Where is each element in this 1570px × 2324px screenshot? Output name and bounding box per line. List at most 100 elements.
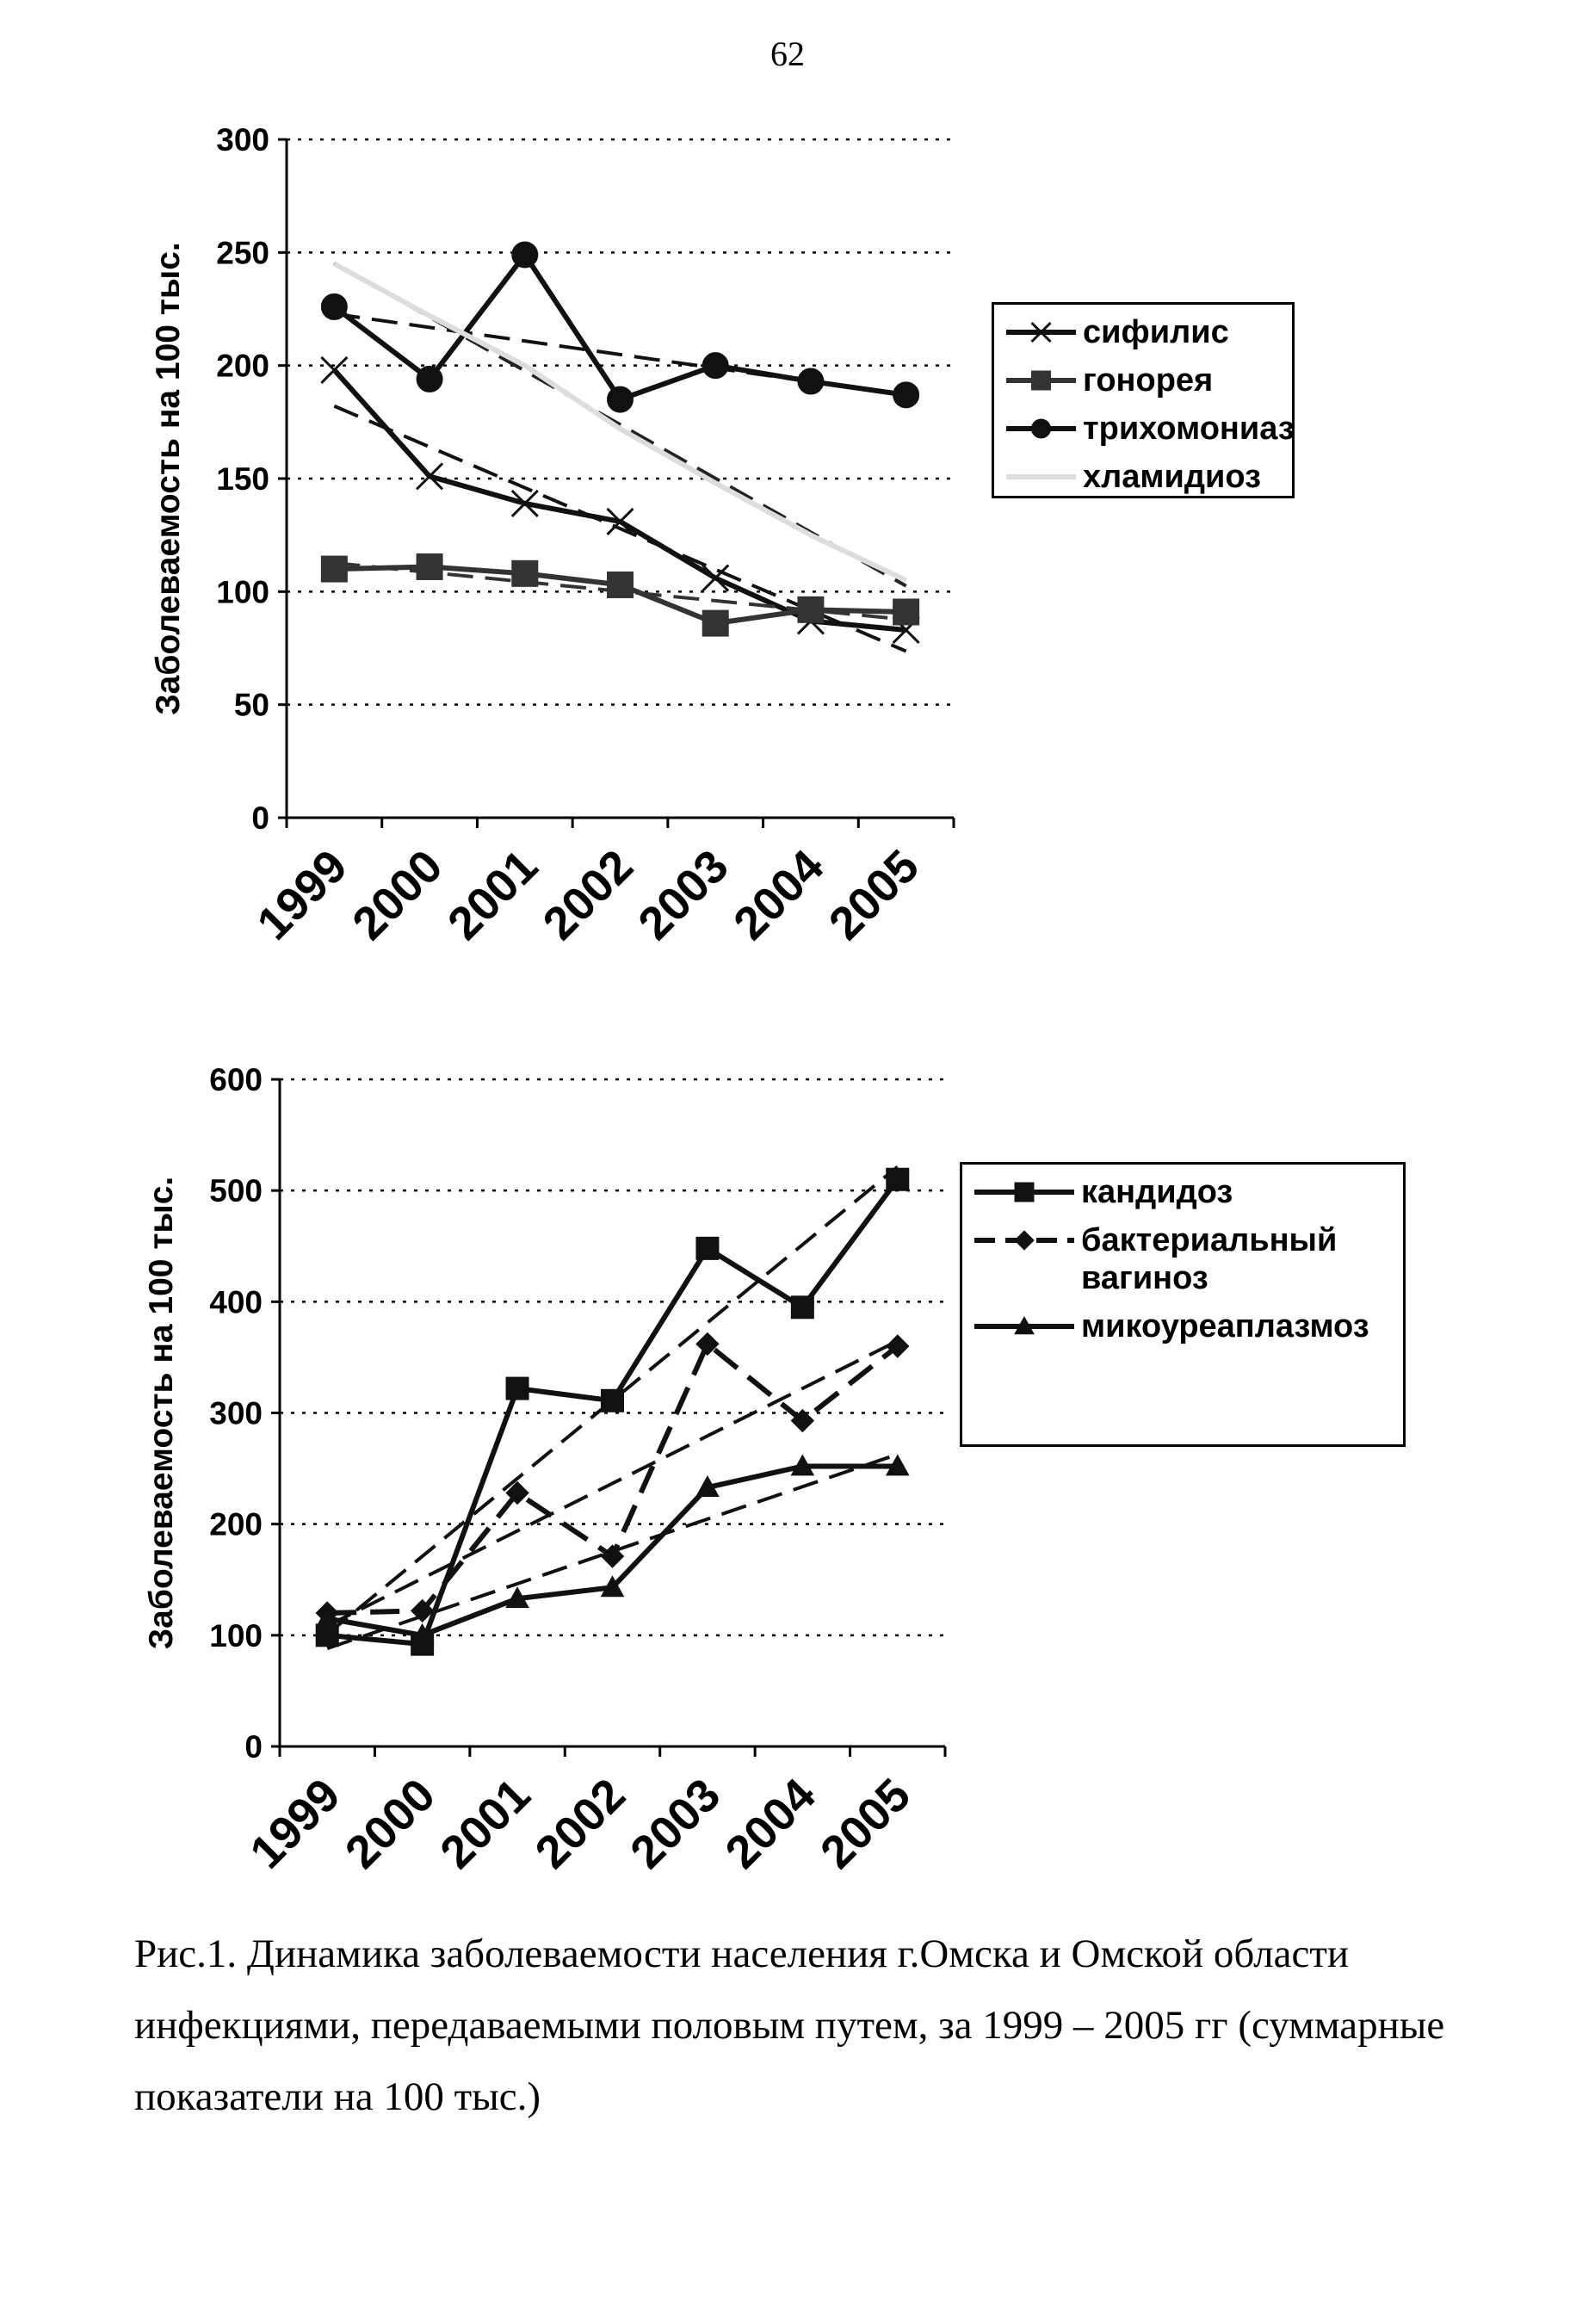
- legend-label: сифилис: [1083, 314, 1229, 350]
- legend-label: кандидоз: [1081, 1174, 1233, 1210]
- trend-line: [326, 1339, 899, 1628]
- marker: [320, 293, 348, 320]
- marker: [1031, 418, 1051, 439]
- marker: [702, 352, 729, 380]
- marker: [416, 553, 443, 580]
- marker: [1014, 1230, 1035, 1251]
- y-tick-label: 250: [216, 235, 269, 270]
- series-line: [332, 261, 907, 583]
- y-tick-label: 300: [216, 122, 269, 158]
- marker: [511, 559, 539, 587]
- legend-swatch: [1006, 474, 1076, 479]
- x-tick-label: 1999: [240, 1769, 349, 1878]
- y-tick-label: 200: [216, 349, 269, 384]
- marker: [1030, 321, 1052, 343]
- marker: [893, 381, 920, 409]
- legend-entry: бактериальный вагиноз: [973, 1221, 1393, 1297]
- y-tick-label: 100: [216, 574, 269, 609]
- legend-entry: микоуреаплазмоз: [973, 1307, 1393, 1345]
- marker: [885, 1454, 910, 1476]
- marker: [886, 1334, 910, 1358]
- marker: [702, 609, 729, 637]
- legend-swatch: [974, 1230, 1074, 1251]
- marker: [510, 489, 539, 517]
- legend-entry: хламидиоз: [1004, 458, 1282, 496]
- x-tick-label: 2001: [430, 1769, 540, 1878]
- y-tick-label: 600: [209, 1062, 263, 1097]
- y-tick-label: 500: [209, 1173, 263, 1208]
- x-tick-label: 1999: [247, 840, 356, 949]
- legend-swatch: [1006, 370, 1076, 391]
- caption-line: Рис.1. Динамика заболеваемости населения…: [134, 1932, 1349, 1976]
- y-axis-label: Заболеваемость на 100 тыс.: [150, 242, 187, 715]
- marker: [511, 241, 539, 269]
- marker: [320, 555, 348, 583]
- marker: [600, 1575, 625, 1598]
- marker: [315, 1606, 340, 1629]
- marker: [790, 1454, 815, 1476]
- y-tick-label: 300: [209, 1396, 263, 1431]
- legend-label: бактериальный вагиноз: [1081, 1222, 1338, 1296]
- marker: [607, 571, 634, 598]
- marker: [797, 368, 825, 395]
- marker: [606, 507, 634, 535]
- marker: [893, 598, 920, 626]
- marker: [320, 355, 349, 384]
- marker: [695, 1332, 720, 1357]
- marker: [1014, 1182, 1035, 1202]
- legend-swatch: [974, 1315, 1074, 1335]
- x-tick-label: 2005: [811, 1769, 920, 1878]
- y-tick-label: 0: [244, 1729, 263, 1765]
- marker: [702, 564, 730, 592]
- marker: [790, 1295, 814, 1320]
- x-tick-label: 2000: [336, 1769, 445, 1878]
- x-tick-label: 2003: [628, 840, 738, 949]
- y-axis-label: Заболеваемость на 100 тыс.: [143, 1177, 180, 1650]
- marker: [797, 596, 825, 623]
- legend-label: трихомониаз: [1083, 411, 1295, 447]
- marker: [416, 365, 443, 392]
- legend-swatch: [1006, 321, 1076, 343]
- marker: [416, 462, 444, 491]
- marker: [505, 1376, 529, 1400]
- legend-swatch: [974, 1182, 1074, 1202]
- y-tick-label: 0: [251, 800, 269, 836]
- marker: [410, 1622, 435, 1645]
- legend: сифилис гонорея трихомониаз хламидиоз: [992, 302, 1295, 498]
- marker: [695, 1236, 720, 1260]
- x-tick-label: 2001: [438, 840, 547, 949]
- legend: кандидоз бактериальный вагиноз микоуреапла…: [960, 1162, 1406, 1447]
- marker: [601, 1388, 624, 1412]
- y-tick-label: 200: [209, 1507, 263, 1542]
- marker: [1031, 370, 1051, 391]
- trend-line: [334, 312, 906, 398]
- legend-entry: сифилис: [1004, 313, 1282, 351]
- legend-label: гонорея: [1083, 362, 1214, 399]
- marker: [505, 1586, 529, 1609]
- marker: [695, 1475, 720, 1497]
- page-number: 62: [770, 34, 805, 73]
- marker: [607, 386, 634, 413]
- y-tick-label: 100: [209, 1618, 263, 1653]
- marker: [1014, 1315, 1035, 1335]
- marker: [790, 1408, 815, 1433]
- trend-line: [326, 1452, 899, 1651]
- trend-line: [325, 1165, 899, 1636]
- legend-label: хламидиоз: [1083, 459, 1261, 495]
- legend-entry: гонорея: [1004, 362, 1282, 399]
- x-tick-label: 2002: [534, 840, 643, 949]
- x-tick-label: 2000: [343, 840, 452, 949]
- x-tick-label: 2005: [819, 840, 929, 949]
- marker: [505, 1480, 529, 1505]
- x-tick-label: 2004: [724, 840, 833, 949]
- x-tick-label: 2002: [526, 1769, 635, 1878]
- y-tick-label: 400: [209, 1284, 263, 1320]
- y-tick-label: 150: [216, 461, 269, 497]
- caption-line: показатели на 100 тыс.): [134, 2074, 541, 2119]
- trend-line: [333, 404, 907, 653]
- legend-swatch: [1006, 418, 1076, 439]
- legend-label: микоуреаплазмоз: [1081, 1308, 1369, 1344]
- x-tick-label: 2004: [715, 1769, 825, 1878]
